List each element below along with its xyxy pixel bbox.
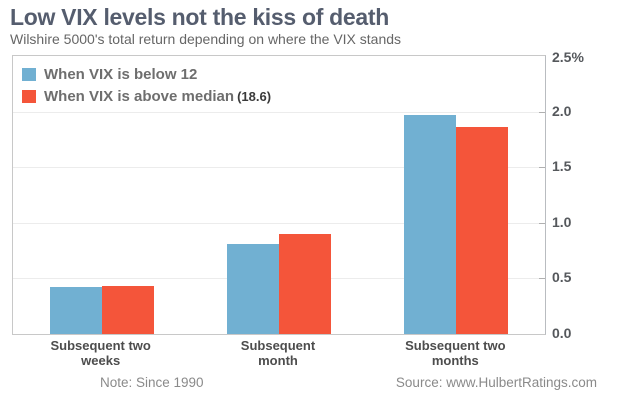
legend-label: When VIX is below 12 [44, 66, 198, 83]
bar-below12-two-months [404, 114, 457, 334]
y-axis-tick [539, 222, 545, 224]
x-axis: Subsequent two weeks Subsequent month Su… [12, 338, 544, 368]
y-axis-tick-label: 1.5 [552, 158, 572, 175]
y-axis: 2.5% 2.0 1.5 1.0 0.5 0.0 [552, 49, 612, 341]
bar-above-median-month [278, 233, 331, 334]
chart-subtitle: Wilshire 5000's total return depending o… [10, 31, 402, 47]
legend-item-above-median: When VIX is above median (18.6) [22, 88, 271, 105]
legend: When VIX is below 12 When VIX is above m… [22, 66, 271, 110]
y-axis-tick [539, 167, 545, 169]
bar-groups [13, 56, 545, 334]
x-axis-category-label: Subsequent two weeks [50, 338, 151, 368]
gridline-2.0 [13, 111, 545, 113]
bar-group-subsequent-month [190, 56, 367, 334]
y-axis-tick [539, 278, 545, 280]
chart-title: Low VIX levels not the kiss of death [10, 4, 390, 30]
bar-below12-month [226, 243, 279, 334]
bar-group-subsequent-two-months [368, 56, 545, 334]
gridline-1.5 [13, 167, 545, 169]
y-axis-tick-label: 2.0 [552, 102, 572, 119]
bar-below12-two-weeks [49, 287, 102, 334]
note-text: Note: Since 1990 [100, 375, 204, 390]
legend-swatch-red [22, 90, 36, 103]
legend-label: When VIX is above median [44, 88, 235, 105]
bar-group-subsequent-two-weeks [13, 56, 190, 334]
y-axis-tick [539, 111, 545, 113]
source-text: Source: www.HulbertRatings.com [395, 375, 597, 390]
legend-swatch-blue [22, 68, 36, 81]
bar-above-median-two-months [456, 127, 509, 334]
y-axis-tick-label: 0.5 [552, 269, 572, 286]
legend-median-value: (18.6) [237, 89, 272, 104]
y-axis-tick-label: 0.0 [552, 325, 572, 341]
y-axis-tick-label: 2.5% [552, 48, 584, 65]
x-axis-category-label: Subsequent two months [405, 338, 506, 368]
legend-item-below-12: When VIX is below 12 [22, 66, 271, 83]
y-axis-tick-label: 1.0 [552, 213, 572, 230]
plot-area [12, 55, 546, 335]
x-axis-category-label: Subsequent month [240, 338, 316, 368]
bar-above-median-two-weeks [101, 286, 154, 334]
gridline-1.0 [13, 222, 545, 224]
